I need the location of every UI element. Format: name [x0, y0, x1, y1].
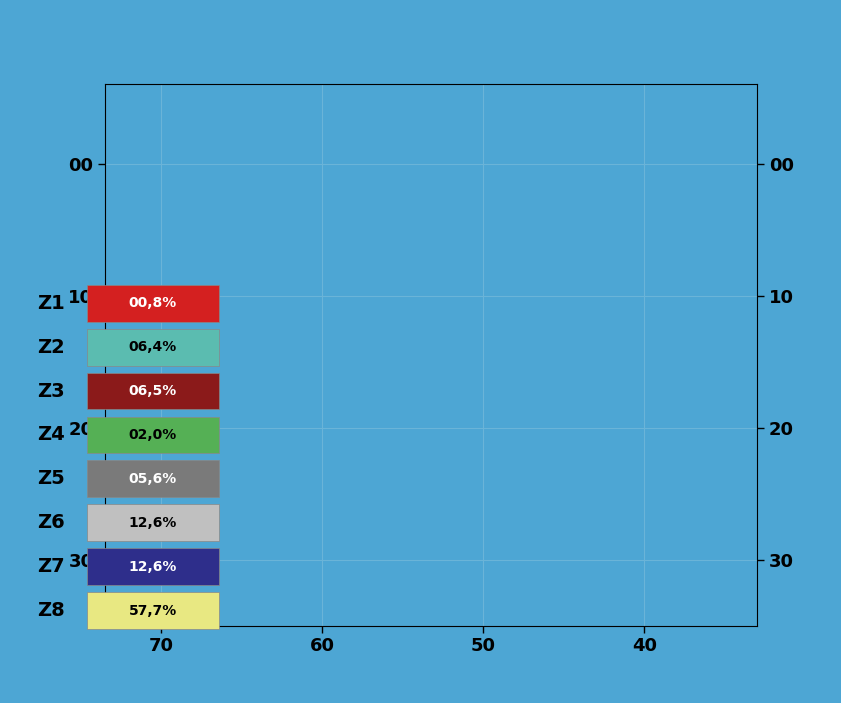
Text: Z8: Z8 — [37, 601, 65, 620]
Text: 02,0%: 02,0% — [129, 428, 177, 442]
Bar — [87, 460, 219, 498]
Bar — [87, 505, 219, 541]
Text: Z5: Z5 — [37, 470, 65, 489]
Text: Z4: Z4 — [37, 425, 65, 444]
Bar — [87, 328, 219, 366]
Text: Z1: Z1 — [37, 294, 65, 313]
Text: 05,6%: 05,6% — [129, 472, 177, 486]
Bar — [87, 592, 219, 629]
Text: Z7: Z7 — [37, 557, 65, 576]
Text: 57,7%: 57,7% — [129, 604, 177, 618]
Text: 00,8%: 00,8% — [129, 296, 177, 310]
Text: Z2: Z2 — [37, 337, 65, 356]
Bar — [87, 373, 219, 409]
Text: 06,5%: 06,5% — [129, 384, 177, 398]
Bar — [87, 416, 219, 453]
Text: 06,4%: 06,4% — [129, 340, 177, 354]
Text: 12,6%: 12,6% — [129, 516, 177, 530]
Text: 12,6%: 12,6% — [129, 560, 177, 574]
Text: Z3: Z3 — [37, 382, 65, 401]
Bar — [87, 285, 219, 322]
Text: Z6: Z6 — [37, 513, 65, 532]
Bar — [87, 548, 219, 585]
